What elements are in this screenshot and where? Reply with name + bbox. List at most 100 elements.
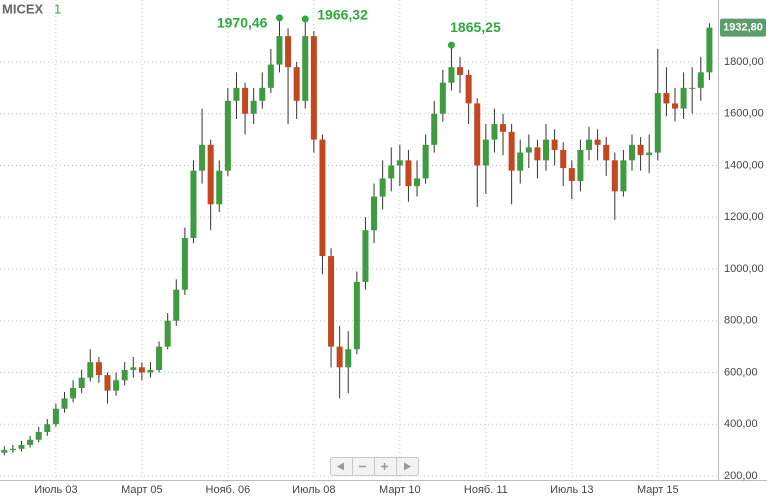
candle-body [594,139,601,145]
candle-body [164,320,171,347]
interval-label: 1 [54,1,61,16]
candle-body [474,103,481,166]
candle-body [44,424,51,433]
candle-body [439,82,446,114]
candle-body [138,367,145,373]
zoom-in[interactable] [381,463,388,470]
candle-body [267,64,274,88]
y-tick-label: 400,00 [724,418,758,430]
candle-body [353,281,360,350]
candle-body [663,93,670,104]
scroll-right[interactable] [404,462,411,471]
candle-body [173,289,180,321]
peak-label: 1970,46 [217,15,268,31]
candle-body [654,93,661,153]
candle-body [482,139,489,166]
candle-body [27,439,34,445]
x-tick-label: Июль 03 [34,484,77,496]
arrow-left [337,462,344,471]
candle-body [396,160,403,166]
arrow-right [404,462,411,471]
candle-body [250,100,257,114]
candle-body [259,87,266,101]
candle-body [525,147,532,153]
x-tick-label: Нояб. 06 [206,484,251,496]
y-tick-label: 1200,00 [724,211,764,223]
candle-body [35,432,42,440]
candle-body [689,87,696,89]
candle-body [680,87,687,109]
candle-body [491,124,498,140]
candle-body [671,103,679,109]
candle-body [147,369,154,373]
candle-body [61,398,68,409]
candle-body [302,36,309,101]
x-tick-label: Март 05 [121,484,163,496]
x-tick-label: Нояб. 11 [464,484,508,496]
candle-body [319,139,326,257]
candle-body [603,144,610,161]
candle-body [637,144,644,156]
candle-body [242,87,249,114]
candle-body [190,170,197,238]
candle-body [629,144,636,161]
candle-body [560,149,567,169]
peak-marker [275,14,283,22]
candle-body [371,196,378,231]
scroll-left[interactable] [337,462,344,471]
candle-body [199,144,206,171]
candle-body [87,362,94,378]
candle-body [379,178,386,197]
candle-body [1,450,8,453]
candle-body [362,230,369,282]
peak-label: 1966,32 [317,7,368,23]
peak-marker [301,15,309,23]
y-tick-label: 800,00 [724,315,758,327]
candle-body [78,377,85,389]
candle-body [620,160,627,192]
candle-body [9,448,16,451]
candle-body [95,362,102,376]
candle-body [577,149,584,182]
x-tick-label: Июль 13 [550,484,593,496]
x-tick-label: Март 10 [379,484,421,496]
chart-title: MICEX [2,1,44,16]
candle-body [568,168,575,182]
candle-body [388,165,395,179]
candle-body [224,100,231,171]
candle-body [500,124,507,132]
candle-body [706,27,713,73]
candle-body [121,369,128,381]
y-tick-label: 1400,00 [724,159,764,171]
candle-body [543,139,550,161]
peak-marker [447,41,455,49]
candle-body [336,346,343,368]
y-tick-label: 1000,00 [724,263,764,275]
candle-body [285,36,292,68]
candle-body [52,408,59,425]
candle-body [156,346,163,370]
candle-body [293,67,300,101]
candle-body [216,170,223,205]
y-tick-label: 1600,00 [724,108,764,120]
candle-body [405,160,412,187]
candle-body [697,72,704,88]
plus-icon [381,463,388,470]
candle-body [534,147,541,161]
x-tick-label: Март 15 [637,484,679,496]
candle-body [113,380,120,391]
candle-body [646,152,653,156]
candle-body [431,113,438,145]
last-price-badge [720,18,766,37]
candle-body [517,152,524,171]
candle-body [611,160,618,192]
x-tick-label: Июль 08 [292,484,335,496]
candle-body [104,375,111,391]
candle-body [207,144,214,205]
y-tick-label: 600,00 [724,366,758,378]
candle-body [465,74,472,104]
y-tick-label: 200,00 [724,470,758,482]
nav-buttons [330,457,419,476]
candle-body [181,237,188,290]
